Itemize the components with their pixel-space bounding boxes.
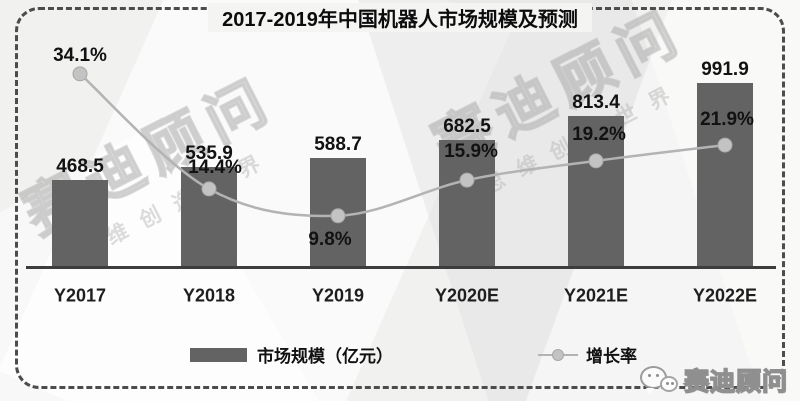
legend-item-market-size: 市场规模（亿元） xyxy=(190,342,393,367)
bar-value-label-y2020e: 682.5 xyxy=(443,116,491,138)
line-marker-y2022e xyxy=(717,137,733,153)
bar-value-label-y2018: 535.9 xyxy=(185,143,233,165)
dashed-border xyxy=(15,7,785,389)
watermark-slogan-text: 思维创造世界 xyxy=(70,145,279,267)
footer-brand: 赛迪顾问 xyxy=(638,362,788,398)
background-facet xyxy=(0,121,358,401)
bar-value-label-y2019: 588.7 xyxy=(314,133,362,155)
x-axis-label-y2022e: Y2022E xyxy=(692,285,758,306)
bar-value-label-y2017: 468.5 xyxy=(56,155,104,177)
x-axis-label-y2020e: Y2020E xyxy=(434,285,500,306)
x-axis-label-y2021e: Y2021E xyxy=(563,285,629,306)
growth-rate-label-y2019: 9.8% xyxy=(308,228,352,250)
line-marker-swatch-icon xyxy=(538,348,578,362)
bar-y2017 xyxy=(52,179,108,267)
growth-rate-label-y2021e: 19.2% xyxy=(572,123,626,145)
growth-rate-line xyxy=(79,72,726,218)
legend-item-growth-rate: 增长率 xyxy=(538,342,637,367)
watermark-stamp: 赛迪顾问 思维创造世界 xyxy=(6,53,301,280)
watermark-brand-text: 赛迪顾问 xyxy=(12,65,286,248)
x-axis-line xyxy=(26,266,776,269)
bar-y2019 xyxy=(310,157,366,267)
footer-brand-text: 赛迪顾问 xyxy=(683,367,788,397)
line-marker-y2017 xyxy=(72,66,88,82)
bar-swatch-icon xyxy=(190,347,247,362)
line-marker-y2018 xyxy=(201,181,217,197)
x-axis-label-y2017: Y2017 xyxy=(53,285,107,306)
growth-rate-label-y2022e: 21.9% xyxy=(700,109,754,131)
growth-rate-label-y2017: 34.1% xyxy=(53,44,107,66)
watermark-slogan-text: 思维创造世界 xyxy=(480,77,689,199)
x-axis-label-y2019: Y2019 xyxy=(311,285,365,306)
bar-y2020e xyxy=(439,140,495,267)
wechat-icon xyxy=(638,362,680,398)
bar-value-label-y2022e: 991.9 xyxy=(701,58,749,80)
bar-y2018 xyxy=(181,167,237,267)
line-marker-y2021e xyxy=(588,153,604,169)
background-facet xyxy=(518,0,800,401)
bar-value-label-y2021e: 813.4 xyxy=(572,91,620,113)
bar-y2022e xyxy=(697,82,753,267)
legend-bar-label: 市场规模（亿元） xyxy=(257,347,393,366)
growth-rate-label-y2020e: 15.9% xyxy=(444,141,498,163)
legend-line-label: 增长率 xyxy=(586,347,637,366)
background-facet xyxy=(0,0,511,401)
x-axis-label-y2018: Y2018 xyxy=(182,285,236,306)
background-facet xyxy=(349,0,771,401)
line-marker-y2019 xyxy=(330,208,346,224)
chart-title: 2017-2019年中国机器人市场规模及预测 xyxy=(208,3,592,32)
bar-y2021e xyxy=(568,115,624,267)
growth-rate-label-y2018: 14.4% xyxy=(188,156,242,178)
line-marker-y2020e xyxy=(459,172,475,188)
